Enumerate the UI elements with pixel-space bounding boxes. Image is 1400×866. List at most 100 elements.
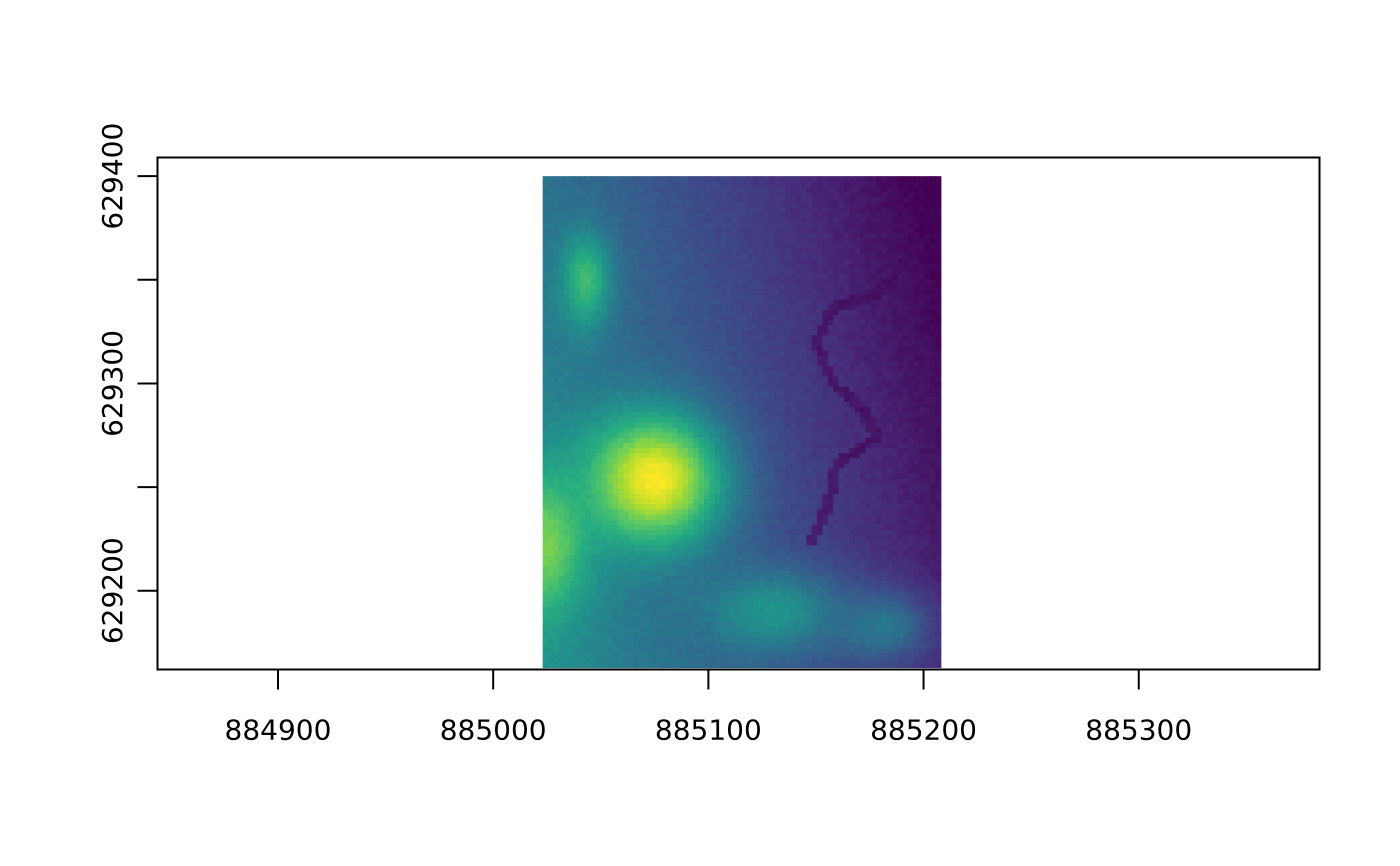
raster-cell	[849, 457, 856, 464]
raster-cell	[827, 554, 834, 561]
raster-cell	[930, 513, 936, 520]
raster-cell	[870, 396, 877, 402]
raster-cell	[903, 401, 910, 408]
raster-cell	[553, 549, 560, 556]
raster-cell	[730, 483, 737, 489]
raster-cell	[564, 580, 571, 587]
raster-cell	[601, 385, 608, 392]
raster-cell	[634, 493, 641, 500]
raster-cell	[612, 657, 619, 663]
raster-cell	[897, 426, 904, 433]
raster-cell	[736, 559, 743, 566]
raster-cell	[747, 462, 754, 469]
raster-cell	[800, 437, 807, 443]
raster-cell	[612, 411, 619, 418]
raster-cell	[908, 652, 915, 658]
raster-cell	[930, 652, 936, 658]
raster-cell	[897, 396, 904, 402]
raster-cell	[865, 636, 872, 643]
raster-cell	[822, 662, 829, 669]
raster-cell	[870, 646, 877, 653]
raster-cell	[774, 401, 780, 408]
raster-cell	[650, 483, 657, 489]
raster-cell	[860, 421, 867, 428]
raster-cell	[730, 391, 737, 397]
raster-cell	[644, 662, 651, 669]
raster-cell	[790, 462, 797, 469]
raster-cell	[763, 360, 770, 367]
raster-cell	[752, 554, 759, 561]
raster-cell	[811, 508, 818, 515]
raster-cell	[870, 457, 877, 464]
raster-cell	[752, 641, 759, 648]
raster-cell	[558, 580, 565, 587]
raster-cell	[860, 391, 867, 397]
raster-cell	[838, 585, 845, 592]
raster-cell	[607, 641, 614, 648]
raster-cell	[730, 529, 737, 535]
raster-cell	[601, 432, 608, 438]
raster-cell	[757, 467, 764, 474]
raster-cell	[790, 355, 797, 361]
raster-cell	[644, 652, 651, 658]
raster-cell	[693, 544, 700, 551]
raster-cell	[580, 529, 587, 535]
raster-cell	[876, 324, 883, 331]
raster-cell	[574, 457, 581, 464]
raster-cell	[666, 380, 673, 387]
raster-cell	[795, 544, 802, 551]
raster-cell	[935, 391, 942, 397]
raster-cell	[548, 616, 555, 622]
raster-cell	[892, 467, 899, 474]
raster-cell	[650, 478, 657, 484]
raster-cell	[650, 416, 657, 423]
raster-cell	[607, 519, 614, 525]
raster-cell	[897, 442, 904, 448]
raster-cell	[666, 641, 673, 648]
raster-cell	[714, 416, 721, 423]
raster-cell	[693, 467, 700, 474]
raster-cell	[752, 524, 759, 530]
raster-cell	[892, 641, 899, 648]
raster-cell	[843, 498, 850, 505]
raster-cell	[682, 483, 689, 489]
raster-cell	[930, 329, 936, 336]
raster-cell	[601, 380, 608, 387]
raster-cell	[795, 472, 802, 479]
raster-cell	[542, 534, 549, 541]
raster-cell	[558, 401, 565, 408]
raster-cell	[693, 472, 700, 479]
raster-cell	[919, 662, 926, 669]
raster-cell	[671, 631, 678, 638]
raster-cell	[730, 636, 737, 643]
raster-cell	[617, 452, 624, 459]
raster-cell	[628, 462, 635, 469]
raster-cell	[876, 595, 883, 602]
raster-cell	[930, 524, 936, 530]
raster-cell	[876, 636, 883, 643]
raster-cell	[580, 319, 587, 326]
raster-cell	[800, 529, 807, 535]
raster-cell	[698, 319, 705, 326]
raster-cell	[924, 646, 931, 653]
raster-cell	[677, 396, 684, 402]
raster-cell	[784, 529, 791, 535]
raster-cell	[913, 345, 920, 351]
raster-cell	[569, 493, 576, 500]
raster-cell	[779, 652, 786, 658]
raster-cell	[860, 606, 867, 612]
raster-cell	[903, 498, 910, 505]
raster-cell	[709, 432, 716, 438]
raster-cell	[591, 406, 598, 413]
raster-cell	[548, 498, 555, 505]
raster-cell	[903, 334, 910, 341]
raster-cell	[585, 426, 592, 433]
raster-cell	[628, 580, 635, 587]
raster-cell	[903, 391, 910, 397]
raster-cell	[935, 396, 942, 402]
raster-cell	[736, 462, 743, 469]
raster-cell	[569, 513, 576, 520]
raster-cell	[768, 432, 775, 438]
raster-cell	[817, 600, 824, 607]
raster-cell	[876, 334, 883, 341]
